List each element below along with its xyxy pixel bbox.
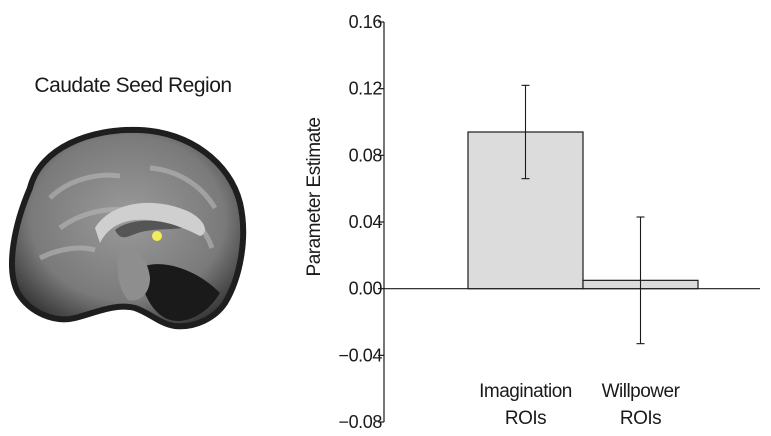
y-ticks: −0.08 −0.04 0.00 0.04 0.08 0.12 0.16: [338, 12, 384, 432]
y-tick-label: 0.16: [349, 12, 383, 32]
y-tick-label: 0.04: [349, 212, 383, 232]
y-tick-label: −0.04: [338, 345, 382, 365]
gyri-texture: [38, 165, 218, 261]
x-category-label-0-0: Imagination: [479, 381, 572, 402]
seed-region-title: Caudate Seed Region: [34, 74, 232, 97]
x-category-labels: Imagination ROIs Willpower ROIs: [479, 381, 681, 429]
caudate-seed-marker: [152, 231, 162, 241]
error-bars: [521, 84, 645, 345]
corpus-callosum: [95, 202, 205, 243]
cerebellum-shadow: [140, 264, 220, 321]
ventricle: [115, 220, 182, 238]
y-tick-label: −0.08: [338, 412, 382, 432]
x-category-label-0-1: ROIs: [505, 408, 546, 429]
y-tick-label: 0.08: [349, 145, 383, 165]
brainstem: [117, 247, 150, 301]
x-category-label-1-1: ROIs: [620, 408, 661, 429]
brain-sagittal-image: [9, 126, 247, 330]
y-axis-label: Parameter Estimate: [304, 118, 325, 277]
y-tick-label: 0.00: [349, 279, 383, 299]
bars: [467, 131, 699, 290]
x-category-label-1-0: Willpower: [602, 381, 681, 402]
y-tick-label: 0.12: [349, 79, 383, 99]
